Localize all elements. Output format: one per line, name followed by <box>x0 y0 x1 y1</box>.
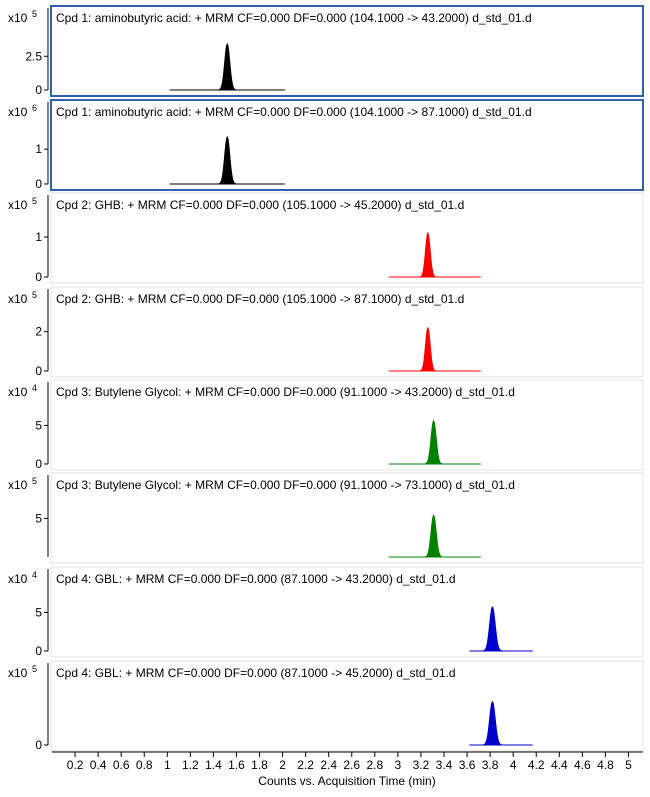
panel-8-y-tick-label: 0 <box>35 738 42 752</box>
x-tick-label: 1.4 <box>205 758 222 772</box>
panel-7-exponent: 4 <box>32 570 37 580</box>
x-tick-label: 2.8 <box>366 758 383 772</box>
panel-1-frame[interactable] <box>50 5 644 97</box>
panel-4-frame[interactable] <box>50 286 644 378</box>
x-tick-label: 3 <box>395 758 402 772</box>
x-tick-label: 3.2 <box>413 758 430 772</box>
x-tick-label: 0.8 <box>136 758 153 772</box>
panel-4-y-tick-label: 2 <box>35 325 42 339</box>
panel-4-multiplier: x10 <box>8 292 28 306</box>
panel-2-trace <box>169 135 285 185</box>
x-tick-label: 1.8 <box>251 758 268 772</box>
panel-8-frame[interactable] <box>50 660 644 752</box>
panel-3-exponent: 5 <box>32 196 37 206</box>
x-tick-label: 2.2 <box>297 758 314 772</box>
panel-6-title: Cpd 3: Butylene Glycol: + MRM CF=0.000 D… <box>56 478 515 492</box>
panel-1-exponent: 5 <box>32 9 37 19</box>
panel-2-multiplier: x10 <box>8 105 28 119</box>
x-tick-label: 1 <box>164 758 171 772</box>
x-tick-label: 2.6 <box>343 758 360 772</box>
panel-5-multiplier: x10 <box>8 385 28 399</box>
panel-4-trace <box>388 326 481 372</box>
panel-4-y-tick-label: 0 <box>35 364 42 378</box>
panel-6-multiplier: x10 <box>8 478 28 492</box>
x-tick-label: 0.4 <box>90 758 107 772</box>
panel-7-title: Cpd 4: GBL: + MRM CF=0.000 DF=0.000 (87.… <box>56 572 456 586</box>
x-tick-label: 4.4 <box>551 758 568 772</box>
x-tick-label: 3.4 <box>436 758 453 772</box>
panel-7-y-tick-label: 0 <box>35 644 42 658</box>
panel-2-exponent: 6 <box>32 103 37 113</box>
panel-4-title: Cpd 2: GHB: + MRM CF=0.000 DF=0.000 (105… <box>56 292 464 306</box>
x-tick-label: 3.8 <box>482 758 499 772</box>
panel-1-y-tick-label: 0 <box>35 83 42 97</box>
x-tick-label: 1.6 <box>228 758 245 772</box>
panel-3-y-tick-label: 1 <box>35 230 42 244</box>
panel-5-y-tick-label: 0 <box>35 457 42 471</box>
panel-3-multiplier: x10 <box>8 198 28 212</box>
panel-6-exponent: 5 <box>32 476 37 486</box>
panel-5-trace <box>388 419 481 465</box>
x-tick-label: 2.4 <box>320 758 337 772</box>
panel-8-multiplier: x10 <box>8 666 28 680</box>
x-tick-label: 0.6 <box>113 758 130 772</box>
x-tick-label: 4 <box>510 758 517 772</box>
panel-7-multiplier: x10 <box>8 572 28 586</box>
panel-3-y-tick-label: 0 <box>35 270 42 284</box>
x-tick-label: 2 <box>279 758 286 772</box>
panel-2-y-tick-label: 1 <box>35 142 42 156</box>
panel-8-exponent: 5 <box>32 664 37 674</box>
x-tick-label: 4.6 <box>574 758 591 772</box>
panel-5-y-tick-label: 5 <box>35 418 42 432</box>
panel-1-trace <box>169 42 285 91</box>
panel-8-title: Cpd 4: GBL: + MRM CF=0.000 DF=0.000 (87.… <box>56 666 456 680</box>
x-tick-label: 3.6 <box>459 758 476 772</box>
panel-5-frame[interactable] <box>50 379 644 471</box>
panel-5-title: Cpd 3: Butylene Glycol: + MRM CF=0.000 D… <box>56 385 515 399</box>
panel-1-multiplier: x10 <box>8 11 28 25</box>
x-tick-label: 4.2 <box>528 758 545 772</box>
x-tick-label: 1.2 <box>182 758 199 772</box>
panel-3-title: Cpd 2: GHB: + MRM CF=0.000 DF=0.000 (105… <box>56 198 464 212</box>
panel-2-y-tick-label: 0 <box>35 177 42 191</box>
panel-4-exponent: 5 <box>32 290 37 300</box>
x-tick-label: 4.8 <box>597 758 614 772</box>
x-axis-label: Counts vs. Acquisition Time (min) <box>258 774 435 788</box>
panel-1-title: Cpd 1: aminobutyric acid: + MRM CF=0.000… <box>56 11 532 25</box>
panel-5-exponent: 4 <box>32 383 37 393</box>
panel-2-title: Cpd 1: aminobutyric acid: + MRM CF=0.000… <box>56 105 532 119</box>
panel-1-y-tick-label: 2.5 <box>25 49 42 63</box>
x-tick-label: 5 <box>625 758 632 772</box>
panel-7-trace <box>469 606 533 652</box>
panel-8-trace <box>469 701 533 746</box>
panel-7-y-tick-label: 5 <box>35 605 42 619</box>
panel-7-frame[interactable] <box>50 566 644 658</box>
panel-6-trace <box>388 514 481 558</box>
panel-3-frame[interactable] <box>50 192 644 284</box>
panel-6-frame[interactable] <box>50 472 644 564</box>
x-tick-label: 0.2 <box>67 758 84 772</box>
panel-2-frame[interactable] <box>50 99 644 191</box>
panel-6-y-tick-label: 5 <box>35 511 42 525</box>
panel-3-trace <box>388 231 481 278</box>
